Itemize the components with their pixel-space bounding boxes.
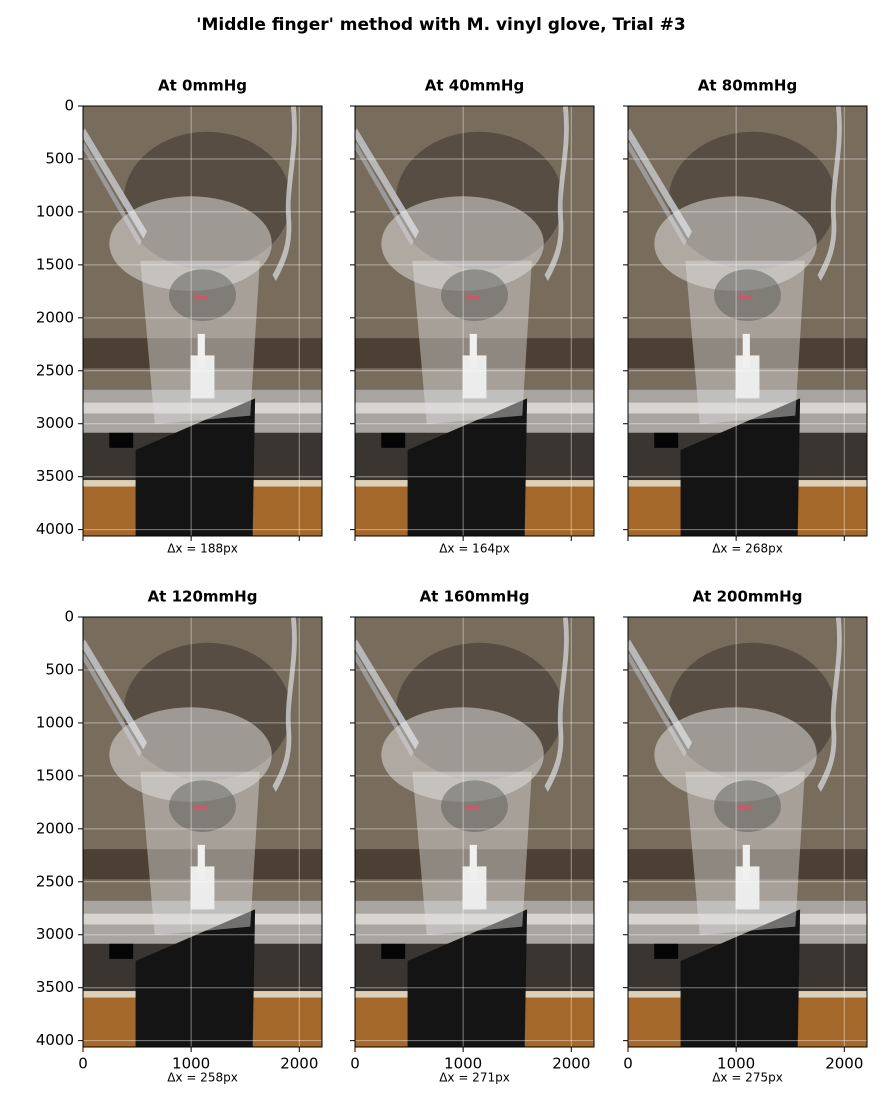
photo (355, 617, 594, 1047)
y-tick-label: 2500 (36, 872, 74, 890)
subplot-title: At 0mmHg (158, 77, 247, 95)
axes-frame (354, 616, 595, 1048)
photo (355, 106, 594, 536)
figure-title: 'Middle finger' method with M. vinyl glo… (196, 15, 685, 35)
x-label: Δx = 188px (167, 542, 238, 556)
y-tick-label: 2000 (36, 308, 74, 326)
axes-frame (82, 105, 323, 537)
subplot-title: At 200mmHg (693, 588, 803, 606)
y-tick-label: 3000 (36, 925, 74, 943)
y-tick-label: 3500 (36, 978, 74, 996)
axes-frame (82, 616, 323, 1048)
x-label: Δx = 164px (439, 542, 510, 556)
photo-content (355, 617, 594, 1047)
y-tick-label: 2500 (36, 361, 74, 379)
x-label: Δx = 258px (167, 1071, 238, 1085)
x-tick-label: 1000 (172, 1055, 210, 1073)
photo-content (355, 106, 594, 536)
subplot-title: At 40mmHg (425, 77, 524, 95)
x-tick-label: 1000 (717, 1055, 755, 1073)
x-label: Δx = 271px (439, 1071, 510, 1085)
x-label: Δx = 275px (712, 1071, 783, 1085)
x-tick-label: 0 (623, 1055, 633, 1073)
y-tick-label: 500 (45, 149, 74, 167)
y-tick-label: 1500 (36, 255, 74, 273)
axes-frame (627, 616, 868, 1048)
photo-content (83, 106, 322, 536)
x-tick-label: 0 (350, 1055, 360, 1073)
subplot-title: At 160mmHg (420, 588, 530, 606)
x-label: Δx = 268px (712, 542, 783, 556)
photo-content (628, 617, 867, 1047)
photo-content (83, 617, 322, 1047)
y-tick-label: 1000 (36, 713, 74, 731)
y-tick-label: 4000 (36, 520, 74, 538)
y-tick-label: 3000 (36, 414, 74, 432)
y-tick-label: 1000 (36, 202, 74, 220)
x-tick-label: 0 (78, 1055, 88, 1073)
y-tick-label: 0 (64, 97, 74, 115)
subplot-title: At 120mmHg (148, 588, 258, 606)
y-tick-label: 2000 (36, 819, 74, 837)
x-tick-label: 2000 (280, 1055, 318, 1073)
subplot-title: At 80mmHg (698, 77, 797, 95)
y-tick-label: 1500 (36, 766, 74, 784)
x-tick-label: 2000 (552, 1055, 590, 1073)
photo-content (628, 106, 867, 536)
x-tick-label: 1000 (444, 1055, 482, 1073)
axes-frame (354, 105, 595, 537)
x-tick-label: 2000 (825, 1055, 863, 1073)
photo (628, 617, 867, 1047)
photo (628, 106, 867, 536)
photo (83, 617, 322, 1047)
y-tick-label: 500 (45, 660, 74, 678)
y-tick-label: 3500 (36, 467, 74, 485)
y-tick-label: 4000 (36, 1031, 74, 1049)
photo (83, 106, 322, 536)
axes-frame (627, 105, 868, 537)
y-tick-label: 0 (64, 608, 74, 626)
